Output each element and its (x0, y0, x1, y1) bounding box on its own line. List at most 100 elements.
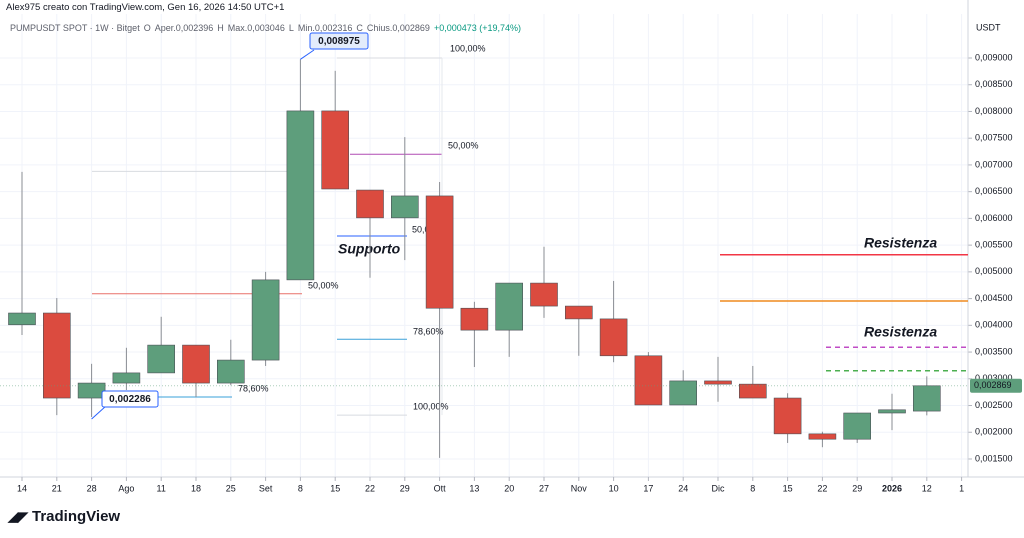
candle-body (251, 279, 280, 361)
annotation: 50,0 (412, 224, 430, 234)
symbol: PUMPUSDT SPOT · 1W · Bitget (10, 23, 140, 33)
y-tick-label: 0,003500 (975, 346, 1013, 356)
x-tick-label: 15 (330, 483, 340, 493)
x-tick-label: 12 (922, 483, 932, 493)
y-tick-label: 0,007000 (975, 159, 1013, 169)
x-tick-label: 28 (87, 483, 97, 493)
x-tick-label: Nov (571, 483, 588, 493)
y-tick-label: 0,001500 (975, 453, 1013, 463)
x-tick-label: 2026 (882, 483, 902, 493)
candle-body (843, 412, 872, 440)
attribution: Alex975 creato con TradingView.com, Gen … (6, 2, 285, 13)
y-tick-label: 0,007500 (975, 133, 1013, 143)
legend-item: L (288, 23, 294, 33)
legend-item: H (217, 23, 224, 33)
x-tick-label: 22 (817, 483, 827, 493)
candle-body (286, 110, 315, 281)
legend-item: Min.0,002316 (297, 23, 353, 33)
brand-name: TradingView (32, 508, 121, 525)
annotation: Resistenza (864, 324, 937, 340)
legend-item: C (356, 23, 363, 33)
y-tick-label: 0,009000 (975, 52, 1013, 62)
marker-box (101, 390, 159, 408)
legend: PUMPUSDT SPOT · 1W · Bitget O Aper.0,00239… (10, 23, 525, 33)
candle-body (808, 433, 837, 440)
x-tick-label: 11 (157, 483, 166, 493)
annotation: 50,00% (448, 140, 479, 150)
annotation: Supporto (338, 241, 401, 257)
brand: ◢◤ TradingView (8, 508, 120, 525)
marker-pointer (300, 49, 315, 60)
x-tick-label: 20 (504, 483, 514, 493)
legend-item: Max.0,003046 (227, 23, 285, 33)
x-tick-label: 29 (852, 483, 862, 493)
x-tick-label: 21 (52, 483, 62, 493)
candle-body (112, 372, 141, 384)
candle-body (634, 355, 663, 406)
candle-body (495, 282, 524, 331)
y-tick-label: 0,004500 (975, 293, 1013, 303)
y-axis-label: USDT (976, 22, 1001, 32)
x-tick-label: Set (259, 483, 273, 493)
x-tick-label: 15 (783, 483, 793, 493)
candle-body (773, 397, 802, 435)
marker-pointer (91, 405, 107, 420)
x-tick-label: 27 (539, 483, 549, 493)
x-tick-label: 24 (678, 483, 688, 493)
y-tick-label: 0,002000 (975, 427, 1013, 437)
legend-item: O (143, 23, 151, 33)
y-tick-label: 0,006000 (975, 213, 1013, 223)
annotation: Resistenza (864, 235, 937, 251)
candle-body (321, 110, 350, 190)
x-tick-label: Ago (118, 483, 134, 493)
last-price-box (970, 378, 1022, 393)
annotation: 100,00% (413, 401, 449, 411)
marker-label: 0,002286 (109, 394, 151, 405)
legend-item: Chius.0,002869 (366, 23, 430, 33)
annotation: 78,60% (238, 383, 269, 393)
x-tick-label: 14 (17, 483, 27, 493)
candle-body (42, 312, 71, 399)
candle-body (77, 382, 106, 399)
x-tick-label: 18 (191, 483, 201, 493)
candle-body (425, 195, 454, 309)
legend-item: +0,000473 (+19,74%) (433, 23, 522, 33)
x-tick-label: Dic (712, 483, 725, 493)
annotation: 78,60% (413, 326, 444, 336)
x-tick-label: 25 (226, 483, 236, 493)
x-tick-label: 22 (365, 483, 375, 493)
candle-body (878, 409, 906, 414)
candle-body (182, 344, 210, 384)
y-tick-label: 0,008500 (975, 79, 1013, 89)
x-tick-label: 17 (643, 483, 653, 493)
y-tick-label: 0,002500 (975, 400, 1013, 410)
candle-body (669, 380, 698, 406)
candle-body (217, 359, 245, 384)
x-tick-label: 10 (609, 483, 619, 493)
candle-body (912, 385, 941, 412)
y-tick-label: 0,008000 (975, 106, 1013, 116)
x-tick-label: Ott (434, 483, 447, 493)
candle-body (704, 380, 732, 385)
x-tick-label: 13 (469, 483, 479, 493)
candle-body (738, 383, 767, 399)
candle-body (460, 307, 489, 331)
logo: ◢◤ (8, 509, 28, 524)
candle-body (599, 318, 628, 357)
annotation: 100,00% (450, 43, 486, 53)
x-tick-label: 1 (959, 483, 964, 493)
marker-label: 0,008975 (318, 36, 360, 47)
y-tick-label: 0,006500 (975, 186, 1013, 196)
y-tick-label: 0,003000 (975, 373, 1013, 383)
marker-box (309, 32, 369, 50)
annotation: 50,00% (308, 280, 339, 290)
candle-body (390, 195, 419, 219)
last-price-label: 0,002869 (974, 380, 1012, 390)
y-tick-label: 0,005500 (975, 240, 1013, 250)
x-tick-label: 8 (298, 483, 303, 493)
y-tick-label: 0,005000 (975, 266, 1013, 276)
candle-body (564, 305, 593, 320)
candle-body (8, 312, 36, 326)
legend-item: Aper.0,002396 (154, 23, 214, 33)
